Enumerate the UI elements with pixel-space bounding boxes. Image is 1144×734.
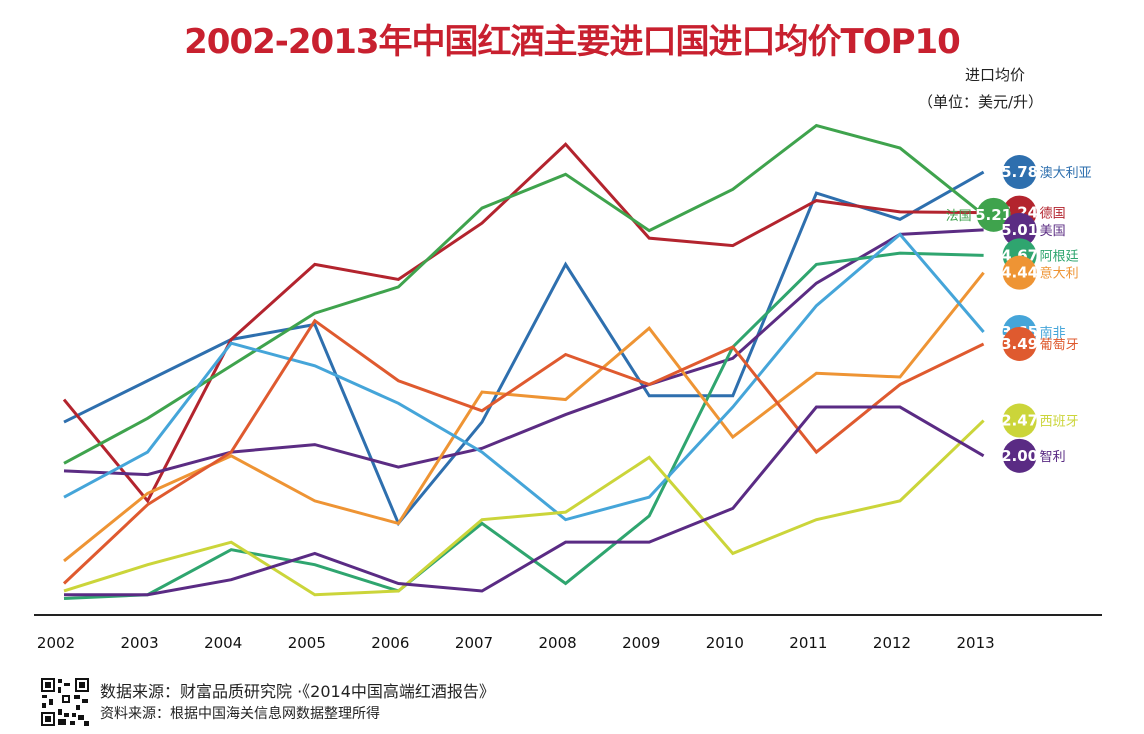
x-tick-label: 2002 xyxy=(37,634,75,652)
series-name-label: 法国 xyxy=(946,209,972,224)
series-line-2 xyxy=(63,123,985,465)
x-tick-label: 2009 xyxy=(622,634,660,652)
x-tick-label: 2005 xyxy=(288,634,326,652)
end-value-badge xyxy=(1002,255,1037,290)
x-tick-label: 2003 xyxy=(121,634,159,652)
end-value-badge xyxy=(1002,438,1037,473)
series-line-7 xyxy=(62,318,985,585)
end-value-label: 3.49 xyxy=(1001,335,1038,353)
series-name-label: 意大利 xyxy=(1040,266,1079,282)
x-tick-label: 2006 xyxy=(371,634,409,652)
data-source: 数据来源：财富品质研究院 ·《2014中国高端红酒报告》 xyxy=(100,682,495,701)
series-line-1 xyxy=(62,142,984,504)
qr-code-icon xyxy=(40,677,90,727)
end-value-badge xyxy=(1002,326,1037,361)
end-value-badge xyxy=(976,197,1011,232)
series-name-label: 美国 xyxy=(1040,224,1066,239)
end-value-badge xyxy=(1002,403,1037,438)
series-name-label: 西班牙 xyxy=(1040,415,1079,430)
series-line-5 xyxy=(63,271,985,563)
x-tick-label: 2007 xyxy=(455,634,493,652)
material-source: 资料来源：根据中国海关信息网数据整理所得 xyxy=(100,706,380,722)
end-value-label: 5.21 xyxy=(975,206,1012,224)
x-tick-label: 2008 xyxy=(539,634,577,652)
end-value-label: 5.78 xyxy=(1001,163,1038,181)
x-tick-label: 2013 xyxy=(957,634,995,652)
end-value-label: 2.00 xyxy=(1001,447,1038,465)
x-tick-label: 2010 xyxy=(706,634,744,652)
series-name-label: 澳大利亚 xyxy=(1040,165,1092,181)
end-value-badge xyxy=(1002,155,1037,190)
unit-label: 进口均价 xyxy=(965,66,1026,84)
end-value-badge xyxy=(1002,212,1037,247)
series-line-4 xyxy=(63,251,984,600)
unit-sub-label: （单位：美元/升） xyxy=(918,93,1044,111)
series-line-0 xyxy=(63,170,985,527)
series-name-label: 南非 xyxy=(1040,325,1066,341)
series-line-6 xyxy=(63,232,985,522)
series-line-8 xyxy=(63,419,985,597)
end-value-label: 4.44 xyxy=(1001,264,1038,282)
x-tick-label: 2012 xyxy=(873,634,911,652)
series-name-label: 智利 xyxy=(1040,450,1066,465)
end-value-label: 2.47 xyxy=(1001,412,1038,430)
end-value-label: 5.01 xyxy=(1001,221,1038,239)
series-line-9 xyxy=(64,405,985,597)
x-tick-label: 2004 xyxy=(204,634,242,652)
chart-title: 2002-2013年中国红酒主要进口国进口均价TOP10 xyxy=(184,22,961,62)
series-line-3 xyxy=(63,228,984,477)
x-tick-label: 2011 xyxy=(789,634,827,652)
series-name-label: 葡萄牙 xyxy=(1040,338,1079,353)
series-name-label: 阿根廷 xyxy=(1040,249,1079,264)
series-name-label: 德国 xyxy=(1040,207,1066,222)
